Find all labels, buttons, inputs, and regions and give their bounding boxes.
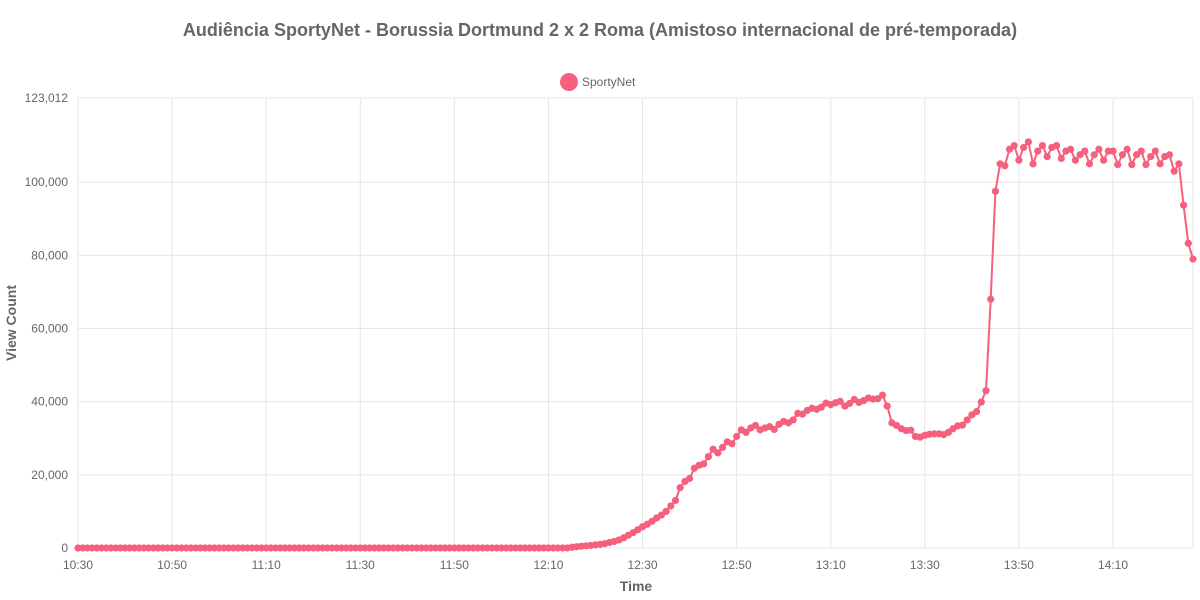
data-point[interactable] [1170,167,1178,175]
data-point[interactable] [671,496,680,505]
chart-title: Audiência SportyNet - Borussia Dortmund … [183,20,1017,40]
data-point[interactable] [1034,147,1042,155]
legend-label-sportynet: SportyNet [582,75,636,89]
data-point[interactable] [667,502,675,510]
x-gridlines [77,98,1194,548]
data-point[interactable] [1118,151,1127,159]
x-tick-label: 11:30 [346,558,375,572]
data-point[interactable] [1109,147,1117,155]
series-line-sportynet [78,139,1194,549]
data-point[interactable] [1015,156,1023,164]
x-tick-label: 13:50 [1004,558,1034,572]
x-tick-label: 12:50 [722,558,752,572]
y-gridlines [78,97,1193,549]
data-point[interactable] [1085,160,1094,168]
y-tick-label: 60,000 [31,322,68,336]
data-point[interactable] [1081,147,1089,155]
y-tick-label: 0 [61,541,68,555]
data-point[interactable] [1114,161,1122,169]
data-point[interactable] [836,397,844,405]
data-point[interactable] [883,402,891,410]
data-point[interactable] [1052,142,1061,150]
data-point[interactable] [1151,147,1159,155]
data-point[interactable] [1179,201,1188,209]
y-tick-label: 20,000 [31,468,68,482]
data-point[interactable] [987,295,995,303]
data-point[interactable] [972,407,981,416]
data-point[interactable] [991,187,1000,195]
data-point[interactable] [714,449,722,457]
x-tick-label: 11:10 [252,558,281,572]
data-point[interactable] [1156,160,1164,168]
data-point[interactable] [1057,154,1065,162]
data-point[interactable] [1071,156,1079,164]
x-axis-ticks: 10:30 10:50 11:10 11:30 11:50 12:10 12:30 12:50… [63,558,1128,572]
data-point[interactable] [700,460,708,468]
x-tick-label: 13:30 [910,558,940,572]
data-point[interactable] [1189,255,1197,263]
y-axis-title: View Count [3,285,19,361]
data-point[interactable] [770,425,778,434]
data-point[interactable] [1038,142,1047,150]
x-axis-title: Time [620,578,653,594]
data-point[interactable] [728,440,736,448]
data-point[interactable] [733,432,741,441]
data-point[interactable] [789,416,797,424]
data-point[interactable] [1165,151,1174,159]
data-point[interactable] [1020,143,1028,152]
data-point[interactable] [982,387,990,395]
x-tick-label: 12:10 [533,558,563,572]
data-point[interactable] [1175,160,1183,168]
data-point[interactable] [751,421,760,430]
legend[interactable]: SportyNet [560,73,636,91]
data-points [74,138,1197,552]
data-point[interactable] [845,399,854,408]
data-point[interactable] [718,443,727,451]
y-tick-label: 123,012 [25,91,69,105]
data-point[interactable] [1184,239,1192,247]
y-tick-label: 80,000 [31,248,68,262]
x-tick-label: 14:10 [1098,558,1128,572]
x-tick-label: 13:10 [816,558,846,572]
data-point[interactable] [1043,152,1051,161]
data-point[interactable] [742,428,750,436]
data-point[interactable] [662,507,670,516]
y-axis-ticks: 0 20,000 40,000 60,000 80,000 100,000 123,012 [25,91,69,555]
data-point[interactable] [1123,145,1131,153]
data-point[interactable] [676,484,684,492]
data-point[interactable] [1029,160,1037,168]
x-tick-label: 11:50 [440,558,469,572]
data-point[interactable] [1090,151,1098,159]
data-point[interactable] [1001,162,1009,170]
data-point[interactable] [686,474,694,483]
data-point[interactable] [1128,161,1136,169]
data-point[interactable] [1142,161,1150,169]
data-point[interactable] [958,421,967,429]
data-point[interactable] [704,452,713,461]
data-point[interactable] [1067,145,1075,153]
x-tick-label: 12:30 [628,558,658,572]
data-point[interactable] [963,416,971,424]
x-tick-label: 10:50 [157,558,187,572]
x-tick-label: 10:30 [63,558,93,572]
y-tick-label: 40,000 [31,395,68,409]
data-point[interactable] [1095,145,1103,153]
data-point[interactable] [977,398,985,406]
y-tick-label: 100,000 [25,175,69,189]
legend-swatch [560,73,578,91]
data-point[interactable] [1147,152,1155,161]
data-point[interactable] [907,426,915,434]
data-point[interactable] [817,403,825,411]
data-point[interactable] [1100,156,1108,164]
data-point[interactable] [878,391,887,399]
data-point[interactable] [1010,142,1018,150]
data-point[interactable] [1137,147,1145,155]
data-point[interactable] [1024,138,1032,146]
